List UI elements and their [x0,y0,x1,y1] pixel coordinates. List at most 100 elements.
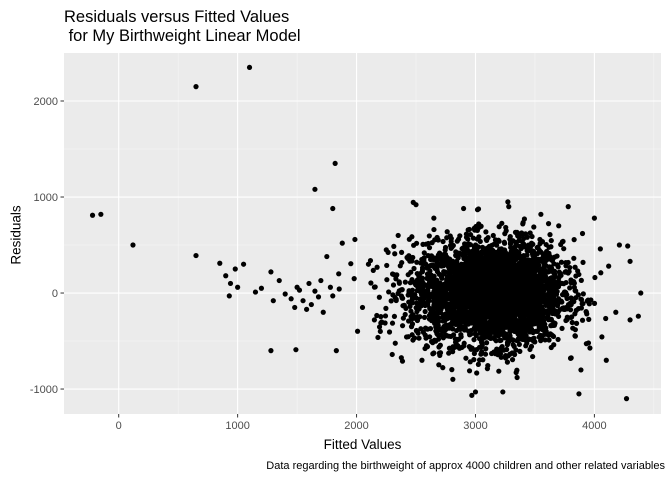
data-point [384,262,390,269]
data-point [339,240,345,246]
data-point [516,249,522,256]
data-point [565,259,571,266]
data-point [408,269,414,275]
data-point [431,305,437,311]
data-point [493,293,500,299]
data-point [505,336,511,343]
data-point [561,305,567,311]
data-point [288,296,294,302]
data-point [525,293,531,299]
data-point [461,310,467,316]
data-point [395,232,401,239]
data-point [464,247,471,253]
data-point [490,252,497,258]
data-point [258,285,265,291]
data-point [421,250,427,256]
data-point [535,244,541,250]
data-point [320,309,326,315]
data-point [368,280,374,286]
data-point [527,329,533,335]
x-tick-label: 2000 [344,420,368,432]
data-point [511,351,518,358]
data-point [529,315,535,321]
data-point [450,332,457,338]
data-point [384,277,390,283]
data-point [268,269,274,275]
data-point [405,318,412,324]
data-point [430,340,436,346]
data-point [491,335,497,342]
data-point [470,235,476,241]
data-point [471,255,477,261]
data-point [471,304,477,310]
data-point [496,319,502,325]
data-point [526,336,532,342]
data-point [479,244,486,250]
data-point [426,233,432,239]
data-point [490,232,496,239]
data-point [453,261,460,267]
data-point [536,334,542,340]
data-point [506,289,512,295]
data-point [268,348,274,354]
data-point [465,312,472,318]
data-point [500,389,506,395]
data-point [304,306,310,312]
data-point [505,284,511,290]
data-point [544,279,550,286]
data-point [519,230,525,236]
data-point [461,340,467,346]
data-point [524,340,530,346]
data-point [559,299,565,305]
data-point [548,237,554,244]
data-point [529,247,535,254]
data-point [504,359,511,365]
data-point [451,304,457,311]
data-point [456,294,462,300]
data-point [555,336,561,343]
data-point [606,263,612,269]
data-point [270,298,276,304]
data-point [491,302,497,308]
data-point [442,269,448,275]
data-point [514,262,520,268]
data-point [554,302,561,309]
data-point [389,320,396,326]
data-point [553,291,560,297]
data-point [509,357,516,363]
data-point [432,237,438,243]
data-point [578,367,584,373]
data-point [456,250,462,256]
data-point [485,276,491,282]
data-point [519,324,525,330]
axis-ticks: 0 1000 2000 3000 4000 -1000 0 1000 2000 [30,96,607,432]
data-point [414,259,420,265]
data-point [399,358,406,364]
y-tick-label: 0 [52,288,58,300]
data-point [440,238,446,245]
data-point [446,345,453,351]
data-point [492,330,498,336]
data-point [476,257,482,264]
data-point [533,296,539,302]
data-point [448,276,454,282]
data-point [597,246,603,252]
data-point [627,258,633,264]
data-point [389,271,396,277]
data-point [548,244,554,250]
data-point [513,311,519,317]
data-point [543,241,549,248]
data-point [472,310,478,316]
data-point [410,254,416,261]
data-point [417,271,423,277]
data-point [408,324,415,330]
data-point [449,264,456,270]
x-tick-label: 3000 [463,420,487,432]
data-point [554,284,560,290]
data-point [392,251,398,257]
data-point [545,221,552,227]
data-point [532,328,539,334]
data-point [505,199,511,205]
data-point [513,256,519,262]
data-point [391,313,398,320]
